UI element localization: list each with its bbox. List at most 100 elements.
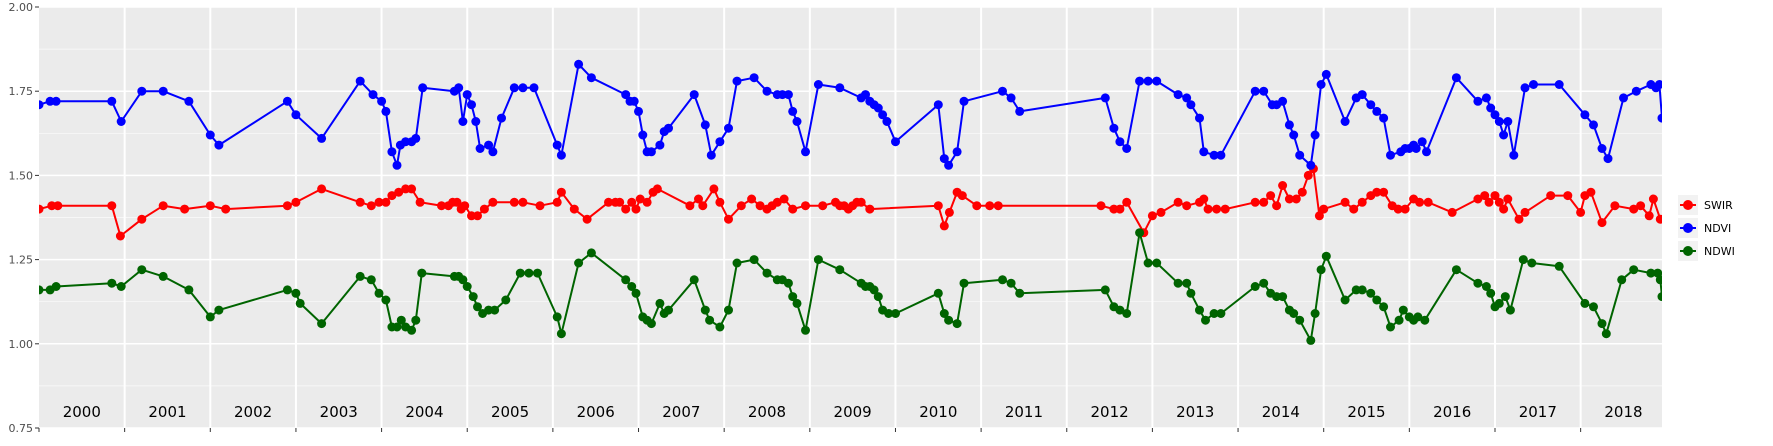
ndwi-point [655, 298, 665, 308]
ndwi-point [214, 305, 224, 315]
swir-point [736, 201, 746, 211]
ndvi-point [1422, 147, 1431, 157]
ndvi-point [762, 86, 772, 96]
year-label: 2003 [320, 403, 358, 421]
ndwi-point [552, 312, 562, 322]
swir-point [282, 201, 292, 211]
swir-point [460, 201, 470, 211]
ndwi-point [533, 268, 542, 278]
ndwi-point [490, 305, 500, 315]
ndwi-point [1505, 305, 1515, 315]
ndvi-point [878, 110, 888, 120]
swir-point [694, 194, 703, 204]
ndvi-point [1209, 150, 1219, 160]
ndvi-point [638, 130, 648, 140]
ndvi-point [158, 86, 168, 96]
swir-point [1393, 204, 1403, 214]
swir-point [724, 214, 733, 224]
swir-series [39, 164, 1662, 241]
swir-point [1357, 197, 1367, 207]
legend-key-point-swir [1683, 200, 1693, 210]
ndwi-point [1655, 275, 1662, 285]
ndvi-point [377, 96, 387, 106]
ndvi-point [1182, 93, 1192, 103]
swir-point [1586, 187, 1596, 197]
ndwi-point [366, 275, 376, 285]
ndwi-point [381, 295, 391, 305]
ndvi-point [1554, 80, 1564, 89]
swir-point [1349, 204, 1359, 214]
legend-label-swir: SWIR [1704, 199, 1733, 212]
ndwi-point [586, 248, 596, 258]
ndvi-point [792, 117, 802, 126]
ndvi-point [462, 90, 472, 100]
ndwi-point [1122, 309, 1132, 318]
swir-point [1122, 197, 1132, 207]
ndwi-point [884, 309, 894, 318]
ndwi-point [813, 255, 823, 265]
ndwi-point [1379, 302, 1389, 312]
ndvi-point [1631, 86, 1641, 96]
ndvi-point [39, 100, 44, 110]
swir-point [993, 201, 1003, 211]
ndwi-point [1182, 278, 1192, 288]
swir-point [291, 197, 301, 207]
swir-point [569, 204, 579, 214]
ndwi-point [291, 288, 301, 298]
ndvi-point [205, 130, 215, 140]
ndvi-point [1657, 113, 1662, 123]
year-label: 2016 [1433, 403, 1471, 421]
swir-point [1156, 207, 1166, 217]
ndwi-point [1386, 322, 1395, 332]
ndvi-point [574, 59, 584, 69]
swir-point [381, 197, 391, 207]
ndvi-point [214, 140, 224, 150]
ndwi-point [1554, 261, 1564, 271]
ndwi-point [556, 329, 566, 339]
ndvi-point [1520, 83, 1530, 93]
ndvi-point [1473, 96, 1483, 106]
ndvi-point [933, 100, 943, 110]
ndwi-point [39, 285, 44, 295]
ndvi-point [1173, 90, 1183, 100]
ndvi-point [1509, 150, 1519, 160]
ndwi-point [689, 275, 699, 285]
ndwi-point [1486, 288, 1496, 298]
ndwi-point [1316, 265, 1326, 275]
swir-point [933, 201, 943, 211]
ndvi-point [715, 137, 725, 147]
year-label: 2018 [1604, 403, 1642, 421]
ndwi-point [462, 282, 472, 291]
ndwi-point [317, 319, 327, 329]
ndvi-point [1310, 130, 1320, 140]
swir-point [1212, 204, 1222, 214]
year-label: 2015 [1347, 403, 1385, 421]
ndvi-point [1316, 80, 1326, 89]
ndvi-point [488, 147, 498, 157]
ndvi-point [291, 110, 301, 120]
ndvi-point [1152, 76, 1162, 86]
ndwi-point [664, 305, 673, 315]
swir-point [1473, 194, 1483, 204]
swir-point [1199, 194, 1209, 204]
ndwi-point [1589, 302, 1598, 312]
swir-point [556, 187, 566, 197]
ndwi-point [374, 288, 384, 298]
ndwi-point [1278, 292, 1288, 302]
year-label: 2009 [834, 403, 872, 421]
ndwi-point [205, 312, 215, 322]
ndvi-point [835, 83, 845, 93]
swir-point [1480, 191, 1490, 201]
ndvi-point [1529, 80, 1538, 89]
swir-point [1272, 201, 1282, 211]
swir-point [317, 184, 327, 194]
ndvi-point [1490, 110, 1500, 120]
swir-point [1655, 214, 1662, 224]
swir-point [582, 214, 592, 224]
ndvi-point [1503, 117, 1513, 126]
swir-point [53, 201, 63, 211]
ndvi-point [1284, 120, 1294, 130]
ndwi-point [1015, 288, 1025, 298]
swir-point [535, 201, 545, 211]
ndwi-point [788, 292, 798, 302]
